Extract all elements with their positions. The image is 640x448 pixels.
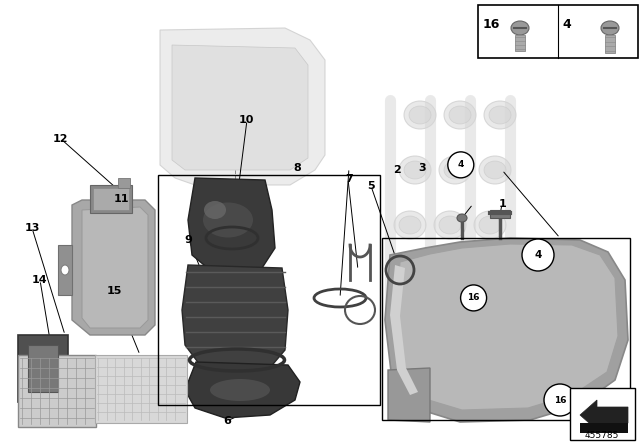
Ellipse shape <box>601 21 619 35</box>
Text: 1: 1 <box>499 199 506 209</box>
Ellipse shape <box>404 101 436 129</box>
Text: 10: 10 <box>239 115 254 125</box>
Text: 7: 7 <box>345 174 353 184</box>
Circle shape <box>461 285 486 311</box>
Ellipse shape <box>203 202 253 237</box>
Ellipse shape <box>457 214 467 222</box>
Bar <box>570 388 635 440</box>
Ellipse shape <box>449 106 471 124</box>
Text: 2: 2 <box>393 165 401 175</box>
Ellipse shape <box>434 211 466 239</box>
Ellipse shape <box>394 211 426 239</box>
Text: 16: 16 <box>467 293 480 302</box>
Text: 11: 11 <box>114 194 129 204</box>
Bar <box>580 423 628 433</box>
Text: 16: 16 <box>483 18 500 31</box>
Ellipse shape <box>447 271 469 289</box>
Ellipse shape <box>399 216 421 234</box>
Bar <box>18 355 96 427</box>
Ellipse shape <box>399 156 431 184</box>
Ellipse shape <box>474 211 506 239</box>
Text: 4: 4 <box>534 250 541 260</box>
Polygon shape <box>82 207 148 328</box>
Text: 8: 8 <box>294 163 301 173</box>
Bar <box>93 188 129 210</box>
Circle shape <box>522 239 554 271</box>
Ellipse shape <box>479 156 511 184</box>
Ellipse shape <box>210 379 270 401</box>
Ellipse shape <box>487 271 509 289</box>
Polygon shape <box>182 265 288 375</box>
Circle shape <box>448 152 474 178</box>
Text: 6: 6 <box>223 416 231 426</box>
Text: 3: 3 <box>419 163 426 173</box>
Ellipse shape <box>402 266 434 294</box>
Ellipse shape <box>479 216 501 234</box>
Text: 9: 9 <box>185 235 193 245</box>
Ellipse shape <box>484 101 516 129</box>
Text: 13: 13 <box>24 223 40 233</box>
Polygon shape <box>28 345 58 392</box>
Ellipse shape <box>407 271 429 289</box>
Polygon shape <box>188 178 275 275</box>
Text: 4: 4 <box>458 160 464 169</box>
Polygon shape <box>18 335 68 402</box>
Polygon shape <box>58 245 72 295</box>
Bar <box>382 238 630 420</box>
Text: 12: 12 <box>53 134 68 144</box>
Polygon shape <box>388 368 430 422</box>
Polygon shape <box>185 362 300 418</box>
Text: 16: 16 <box>554 396 566 405</box>
Bar <box>490 210 510 218</box>
Ellipse shape <box>444 101 476 129</box>
Ellipse shape <box>204 201 226 219</box>
Polygon shape <box>160 28 325 185</box>
Bar <box>118 178 130 188</box>
Bar <box>90 185 132 213</box>
Text: 4: 4 <box>562 18 571 31</box>
Ellipse shape <box>439 216 461 234</box>
Bar <box>95 355 187 423</box>
Bar <box>515 35 525 51</box>
Ellipse shape <box>482 266 514 294</box>
Bar <box>158 175 380 405</box>
Text: 15: 15 <box>106 286 122 296</box>
Polygon shape <box>72 200 155 335</box>
Text: 5: 5 <box>367 181 375 191</box>
Ellipse shape <box>61 265 69 275</box>
Polygon shape <box>390 265 418 395</box>
Ellipse shape <box>409 106 431 124</box>
Polygon shape <box>172 45 308 170</box>
Bar <box>605 35 615 53</box>
Ellipse shape <box>511 21 529 35</box>
Polygon shape <box>580 400 628 430</box>
Ellipse shape <box>489 106 511 124</box>
Text: 14: 14 <box>32 275 47 285</box>
Ellipse shape <box>439 156 471 184</box>
Ellipse shape <box>444 161 466 179</box>
Bar <box>478 5 638 58</box>
Ellipse shape <box>404 161 426 179</box>
Ellipse shape <box>442 266 474 294</box>
Ellipse shape <box>484 161 506 179</box>
Text: 455785: 455785 <box>585 431 619 439</box>
Polygon shape <box>385 238 628 422</box>
Circle shape <box>544 384 576 416</box>
Polygon shape <box>396 244 618 410</box>
